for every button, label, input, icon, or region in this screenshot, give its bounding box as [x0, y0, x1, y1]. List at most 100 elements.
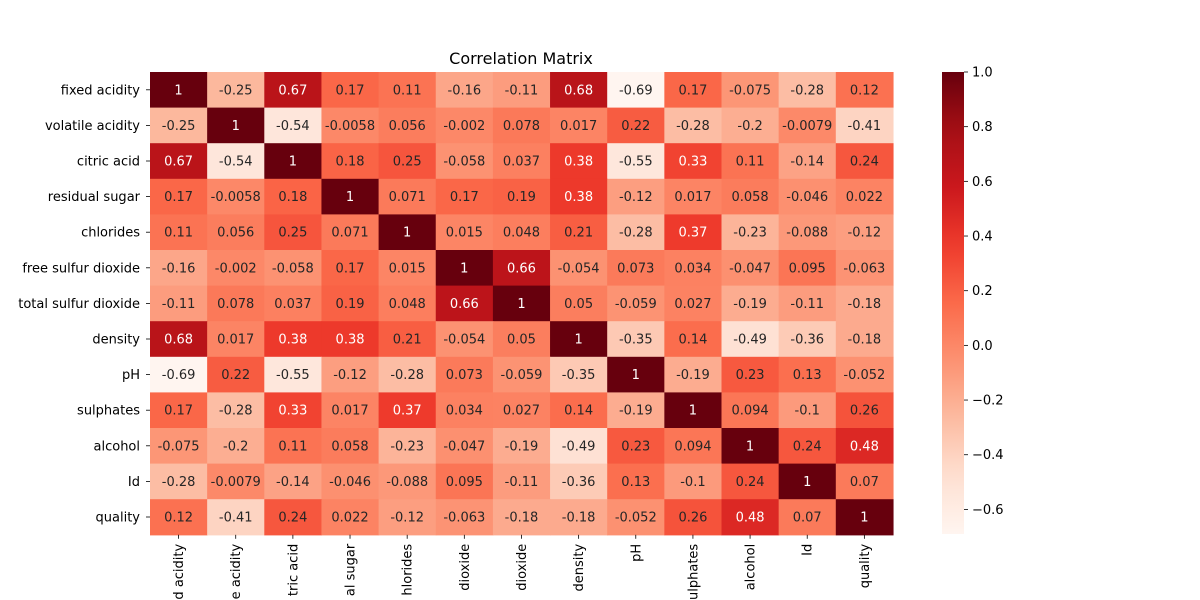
cell-value-label: -0.054	[443, 333, 485, 348]
cell-value-label: -0.063	[843, 261, 885, 276]
heatmap-cell	[435, 428, 494, 465]
cell-value-label: -0.35	[619, 333, 653, 348]
cell-value-label: -0.075	[729, 83, 771, 98]
cell-value-label: 0.11	[393, 83, 422, 98]
cell-value-label: 1	[574, 333, 582, 348]
heatmap-cell	[264, 428, 323, 465]
heatmap-cell	[778, 250, 837, 287]
heatmap-cell	[664, 321, 723, 358]
heatmap-cell	[492, 214, 551, 251]
heatmap-cell	[721, 214, 780, 251]
cell-value-label: -0.49	[562, 439, 596, 454]
heatmap-cell	[435, 285, 494, 322]
x-tick-label: al sugar	[344, 543, 359, 596]
heatmap-cell	[607, 285, 665, 322]
y-tick-label: citric acid	[77, 155, 140, 170]
heatmap-cell	[664, 356, 723, 393]
cell-value-label: -0.41	[848, 119, 882, 134]
y-tick-label: sulphates	[77, 404, 140, 419]
heatmap-cell	[550, 428, 608, 465]
cell-value-label: 1	[232, 119, 240, 134]
colorbar-tick-label: 0.6	[972, 175, 993, 190]
cell-value-label: 0.056	[217, 226, 254, 241]
cell-value-label: 0.24	[736, 475, 765, 490]
cell-value-label: 0.11	[278, 439, 307, 454]
heatmap-cell	[664, 214, 723, 251]
cell-value-label: 0.24	[793, 439, 822, 454]
x-tick-label: hlorides	[401, 544, 416, 596]
heatmap-cell	[264, 499, 323, 536]
cell-value-label: -0.28	[619, 226, 653, 241]
cell-value-label: 0.027	[674, 297, 711, 312]
cell-value-label: -0.11	[505, 475, 539, 490]
cell-value-label: -0.2	[737, 119, 762, 134]
cell-value-label: -0.1	[795, 404, 820, 419]
cell-value-label: -0.075	[158, 439, 200, 454]
cell-value-label: 0.017	[674, 190, 711, 205]
heatmap-cell	[607, 214, 665, 251]
heatmap-cell	[721, 428, 780, 465]
x-tick-label: tric acid	[286, 544, 301, 596]
cell-value-label: -0.0058	[325, 119, 375, 134]
heatmap-cell	[664, 285, 723, 322]
cell-value-label: 0.68	[564, 83, 593, 98]
cell-value-label: 0.12	[850, 83, 879, 98]
cell-value-label: 1	[746, 439, 754, 454]
heatmap-cell	[207, 107, 265, 144]
heatmap-cell	[492, 72, 551, 109]
cell-value-label: -0.28	[790, 83, 824, 98]
y-tick-label: residual sugar	[48, 190, 141, 205]
x-tick-label: Id	[801, 544, 816, 556]
cell-value-label: 0.11	[736, 155, 765, 170]
heatmap-cell	[435, 214, 494, 251]
cell-value-label: -0.052	[843, 368, 885, 383]
heatmap-cell	[492, 143, 551, 180]
cell-value-label: 0.67	[164, 155, 193, 170]
cell-value-label: 1	[174, 83, 182, 98]
cell-value-label: 0.071	[389, 190, 426, 205]
heatmap-cell	[207, 392, 265, 429]
cell-value-label: -0.25	[162, 119, 196, 134]
heatmap-cell	[835, 214, 894, 251]
cell-value-label: -0.063	[443, 511, 485, 526]
cell-value-label: 0.094	[674, 439, 711, 454]
cell-value-label: -0.19	[733, 297, 767, 312]
cell-value-label: -0.18	[848, 333, 882, 348]
heatmap-cell	[492, 107, 551, 144]
cell-value-label: -0.35	[562, 368, 596, 383]
cell-value-label: -0.18	[505, 511, 539, 526]
heatmap-cell	[778, 356, 837, 393]
cell-value-label: -0.28	[390, 368, 424, 383]
y-tick-label: density	[92, 333, 140, 348]
cell-value-label: 0.33	[678, 155, 707, 170]
heatmap-cell	[150, 356, 208, 393]
cell-value-label: 0.23	[736, 368, 765, 383]
cell-value-label: 0.022	[331, 511, 368, 526]
cell-value-label: -0.28	[676, 119, 710, 134]
heatmap-cell	[378, 321, 437, 358]
heatmap-cell	[378, 250, 437, 287]
cell-value-label: -0.047	[443, 439, 485, 454]
cell-value-label: -0.19	[676, 368, 710, 383]
cell-value-label: 0.37	[393, 404, 422, 419]
heatmap-cell	[378, 356, 437, 393]
cell-value-label: -0.088	[386, 475, 428, 490]
colorbar-tick-label: 0.2	[972, 284, 993, 299]
heatmap-cell	[321, 285, 380, 322]
heatmap-cell	[264, 285, 323, 322]
cell-value-label: -0.059	[501, 368, 543, 383]
x-tick-label: d acidity	[172, 543, 187, 599]
cell-value-label: 1	[460, 261, 468, 276]
heatmap-cell	[550, 178, 608, 215]
cell-value-label: -0.11	[505, 83, 539, 98]
y-tick-label: quality	[96, 511, 141, 526]
cell-value-label: -0.059	[615, 297, 657, 312]
cell-value-label: 0.015	[446, 226, 483, 241]
cell-value-label: 0.21	[393, 333, 422, 348]
cell-value-label: 0.38	[564, 190, 593, 205]
cell-value-label: 0.17	[336, 83, 365, 98]
heatmap-cell	[264, 214, 323, 251]
heatmap-cell	[778, 178, 837, 215]
cell-value-label: 0.17	[164, 404, 193, 419]
cell-value-label: 0.17	[450, 190, 479, 205]
